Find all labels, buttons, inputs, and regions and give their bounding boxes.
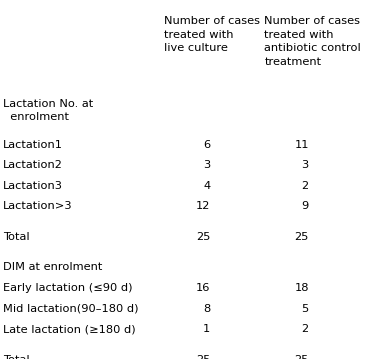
Text: 1: 1	[203, 324, 210, 334]
Text: Number of cases
treated with
antibiotic control
treatment: Number of cases treated with antibiotic …	[264, 16, 361, 67]
Text: 25: 25	[295, 355, 309, 359]
Text: Mid lactation(90–180 d): Mid lactation(90–180 d)	[3, 304, 139, 314]
Text: 8: 8	[203, 304, 210, 314]
Text: 18: 18	[294, 283, 309, 293]
Text: 9: 9	[301, 201, 309, 211]
Text: 12: 12	[196, 201, 210, 211]
Text: Total: Total	[3, 355, 30, 359]
Text: Lactation2: Lactation2	[3, 160, 63, 171]
Text: DIM at enrolment: DIM at enrolment	[3, 262, 102, 272]
Text: 6: 6	[203, 140, 210, 150]
Text: 4: 4	[203, 181, 210, 191]
Text: Lactation3: Lactation3	[3, 181, 63, 191]
Text: 3: 3	[203, 160, 210, 171]
Text: Late lactation (≥180 d): Late lactation (≥180 d)	[3, 324, 136, 334]
Text: 25: 25	[196, 232, 210, 242]
Text: 3: 3	[301, 160, 309, 171]
Text: Lactation No. at
  enrolment: Lactation No. at enrolment	[3, 99, 93, 122]
Text: 25: 25	[196, 355, 210, 359]
Text: Number of cases
treated with
live culture: Number of cases treated with live cultur…	[164, 16, 260, 53]
Text: 11: 11	[294, 140, 309, 150]
Text: Lactation>3: Lactation>3	[3, 201, 73, 211]
Text: Lactation1: Lactation1	[3, 140, 63, 150]
Text: 16: 16	[196, 283, 210, 293]
Text: Total: Total	[3, 232, 30, 242]
Text: 25: 25	[295, 232, 309, 242]
Text: 5: 5	[301, 304, 309, 314]
Text: 2: 2	[302, 324, 309, 334]
Text: 2: 2	[302, 181, 309, 191]
Text: Early lactation (≤90 d): Early lactation (≤90 d)	[3, 283, 132, 293]
